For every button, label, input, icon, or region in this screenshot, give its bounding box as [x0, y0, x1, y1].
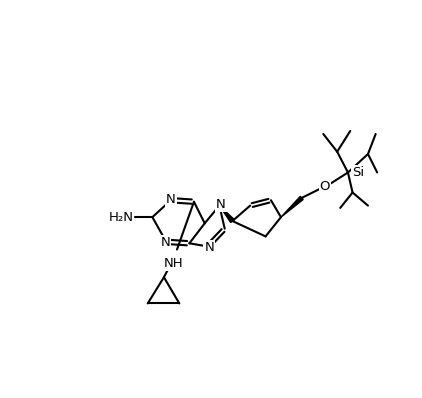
- Polygon shape: [219, 206, 234, 222]
- Text: N: N: [166, 193, 176, 206]
- Text: N: N: [205, 241, 214, 254]
- Text: H₂N: H₂N: [109, 211, 134, 224]
- Polygon shape: [281, 196, 303, 217]
- Text: O: O: [319, 180, 330, 193]
- Text: N: N: [161, 236, 170, 249]
- Text: Si: Si: [352, 166, 364, 179]
- Text: N: N: [216, 198, 226, 211]
- Text: NH: NH: [163, 257, 183, 270]
